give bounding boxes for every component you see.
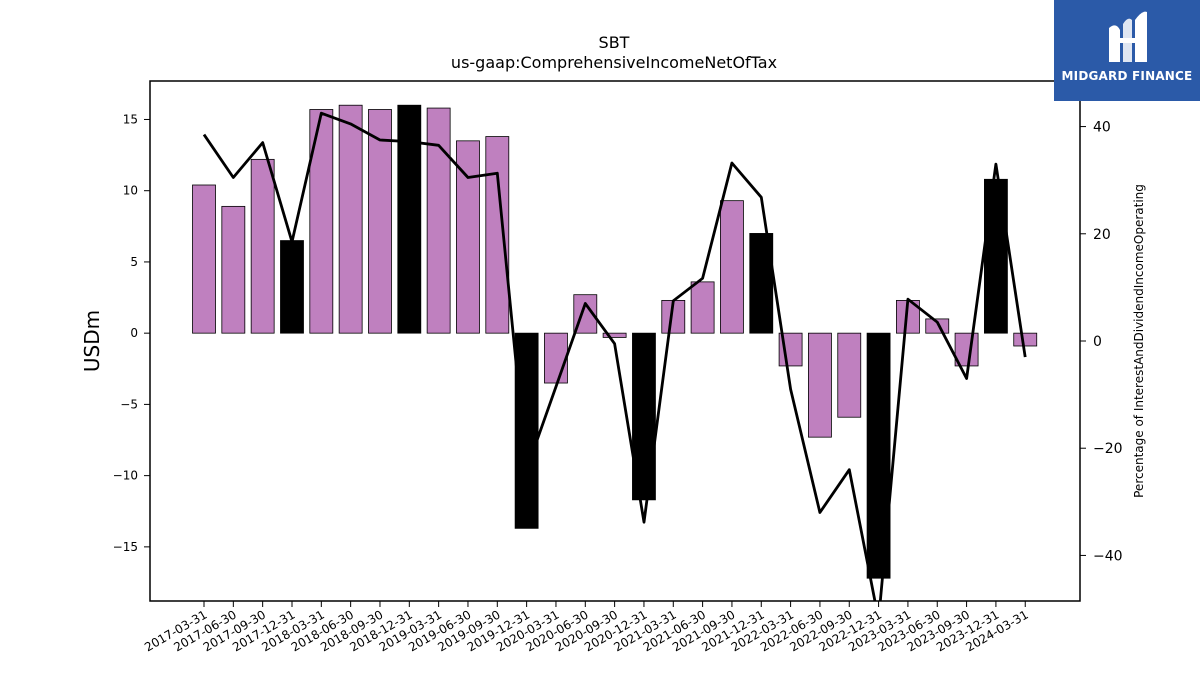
bar-highlighted [749,233,774,334]
y-tick-label: 15 [123,112,138,126]
bar-highlighted [984,178,1008,334]
y-tick-label: 0 [130,326,138,340]
bar [602,332,627,338]
logo-mark-icon [1109,11,1147,63]
bar [426,107,451,334]
bar [808,332,832,438]
y-tick-label: −15 [113,540,138,554]
bar [690,281,715,334]
bar [338,104,363,334]
bar [250,158,275,334]
chart-title: SBT [599,33,630,52]
series-line [202,111,1027,601]
chart-subtitle: us-gaap:ComprehensiveIncomeNetOfTax [451,53,777,72]
bar [192,184,216,334]
y-tick-label: −5 [120,397,138,411]
bar-highlighted [397,104,422,334]
bar-highlighted [514,332,539,529]
bar-highlighted [866,332,891,579]
bar [925,318,950,334]
y2-tick-label: 0 [1093,334,1102,350]
y-axis-label: USDm [80,310,104,372]
bar-highlighted [632,332,656,501]
bar [544,332,568,384]
bar [837,332,862,418]
logo-text: MIDGARD FINANCE [1061,69,1193,83]
midgard-finance-logo: MIDGARD FINANCE [1054,0,1200,101]
bar [368,109,392,334]
y2-axis-label: Percentage of InterestAndDividendIncomeO… [1132,184,1146,498]
bar [456,140,480,334]
y2-tick-label: 20 [1093,227,1111,243]
y-tick-label: 5 [130,255,138,269]
y-tick-label: 10 [123,184,138,198]
y2-tick-label: −40 [1093,548,1123,564]
bar-highlighted [280,240,304,334]
bar [485,136,510,334]
plot-frame [149,80,1081,602]
bar [1013,332,1038,347]
bar [221,205,246,334]
bar [720,200,744,334]
bar [309,109,334,334]
y2-tick-label: −20 [1093,441,1123,457]
y2-tick-label: 40 [1093,120,1111,136]
y-tick-label: −10 [113,469,138,483]
